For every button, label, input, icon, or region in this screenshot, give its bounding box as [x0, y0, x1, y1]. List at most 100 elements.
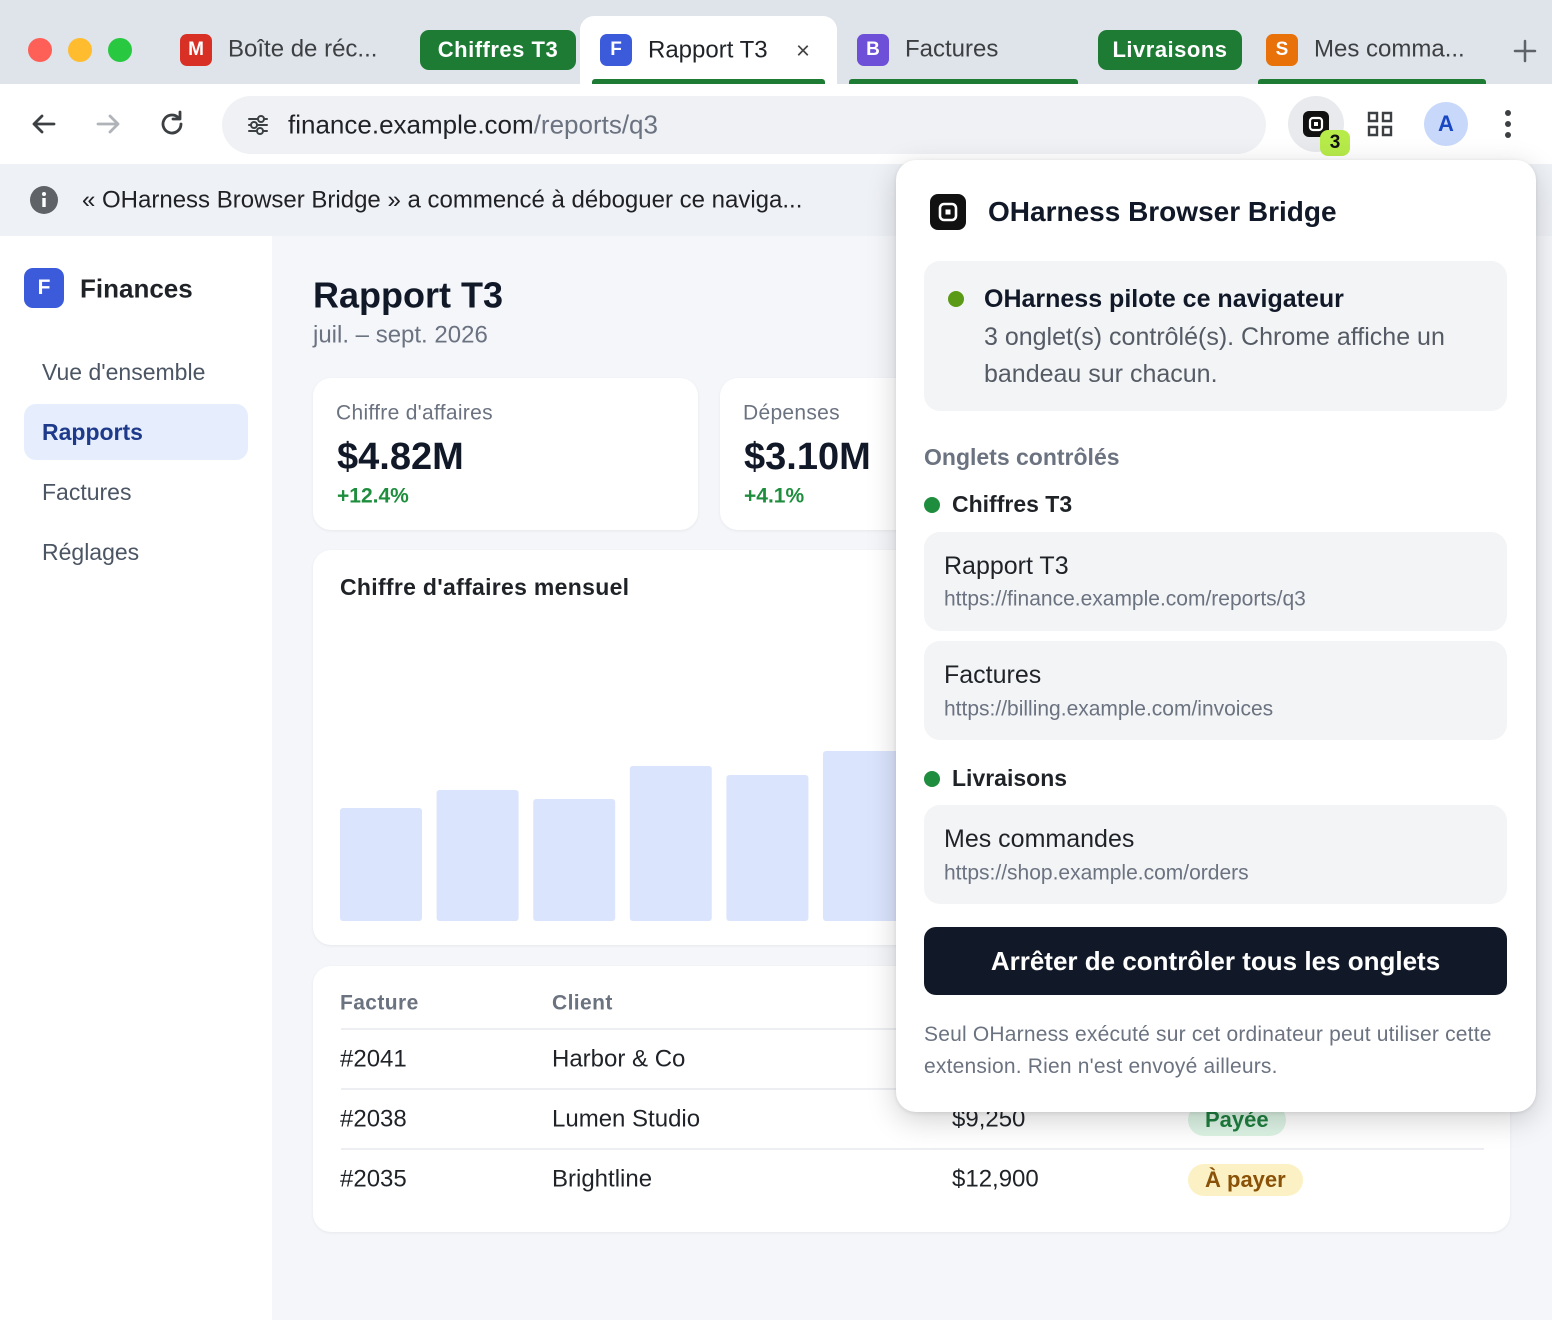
tab-favicon: M	[180, 34, 212, 66]
nav-item[interactable]: Factures	[42, 478, 132, 505]
bar	[533, 799, 616, 921]
kpi-change: +12.4%	[337, 484, 409, 508]
bar	[726, 775, 809, 921]
amount: $12,900	[952, 1165, 1039, 1193]
popup-title: OHarness Browser Bridge	[988, 196, 1337, 228]
tab-favicon: B	[857, 34, 889, 66]
column-header: Client	[552, 991, 613, 1015]
chart-title: Chiffre d'affaires mensuel	[340, 574, 630, 601]
bar-chart	[340, 751, 905, 921]
tab-title: Mes commandes	[944, 825, 1135, 853]
tab-title: Factures	[905, 35, 999, 63]
extensions-menu[interactable]	[1366, 110, 1394, 138]
maximize-window[interactable]	[108, 38, 132, 62]
status-dot	[948, 291, 964, 307]
sidebar: F Finances Vue d'ensemble Rapports Factu…	[0, 236, 272, 1320]
invoice-id: #2038	[340, 1105, 407, 1133]
tab-url: https://shop.example.com/orders	[944, 861, 1249, 885]
tab[interactable]: S Mes comma...	[1254, 22, 1490, 78]
popup-icon	[930, 194, 966, 230]
close-window[interactable]	[28, 38, 52, 62]
controlled-tab[interactable]: Factures https://billing.example.com/inv…	[924, 641, 1507, 740]
window-controls	[28, 38, 132, 62]
kpi-card: Chiffre d'affaires $4.82M +12.4%	[313, 378, 698, 530]
tab-group-underline	[849, 79, 1078, 84]
nav-item[interactable]: Réglages	[42, 538, 140, 565]
tab-strip: M Boîte de réc... Chiffres T3 F Rapport …	[0, 0, 1552, 84]
tab-group-underline	[592, 79, 825, 84]
tab-group-underline	[1258, 79, 1486, 84]
tab-favicon: S	[1266, 34, 1298, 66]
infobar-text: « OHarness Browser Bridge » a commencé à…	[82, 186, 803, 214]
tab[interactable]: M Boîte de réc...	[165, 22, 405, 78]
kpi-change: +4.1%	[744, 484, 805, 508]
tab-group-chip[interactable]: Chiffres T3	[420, 30, 576, 70]
controlled-tab[interactable]: Rapport T3 https://finance.example.com/r…	[924, 532, 1507, 631]
bar	[823, 751, 905, 921]
app-logo: F	[24, 268, 64, 308]
tab-title: Rapport T3	[648, 36, 768, 64]
group-name: Chiffres T3	[952, 491, 1073, 518]
bar	[629, 766, 712, 921]
address-bar[interactable]: finance.example.com/reports/q3	[222, 96, 1266, 154]
site-settings-icon[interactable]	[246, 113, 270, 137]
kpi-value: $3.10M	[744, 436, 871, 479]
tab-group-chip[interactable]: Livraisons	[1098, 30, 1242, 70]
bar	[340, 808, 422, 921]
group-name: Livraisons	[952, 765, 1068, 792]
controlled-tab[interactable]: Mes commandes https://shop.example.com/o…	[924, 805, 1507, 904]
client: Harbor & Co	[552, 1045, 686, 1073]
tab-url: https://billing.example.com/invoices	[944, 697, 1274, 721]
extension-popup: OHarness Browser Bridge OHarness pilote …	[896, 160, 1536, 1112]
back-button[interactable]	[28, 108, 60, 140]
extension-button[interactable]: 3	[1288, 96, 1350, 156]
kpi-label: Chiffre d'affaires	[336, 401, 493, 425]
page-title: Rapport T3	[313, 274, 504, 316]
app-title: Finances	[80, 273, 193, 304]
column-header: Facture	[340, 991, 419, 1015]
url: finance.example.com/reports/q3	[288, 109, 658, 140]
reload-button[interactable]	[156, 108, 188, 140]
status-title: OHarness pilote ce navigateur	[984, 285, 1344, 313]
tab-close[interactable]: ×	[796, 37, 811, 65]
nav-item[interactable]: Vue d'ensemble	[42, 358, 206, 385]
minimize-window[interactable]	[68, 38, 92, 62]
forward-button[interactable]	[92, 108, 124, 140]
url-host: finance.example.com	[288, 109, 534, 140]
nav-item[interactable]: Rapports	[24, 404, 248, 460]
tab-url: https://finance.example.com/reports/q3	[944, 587, 1306, 611]
group-dot	[924, 497, 940, 513]
section-title: Onglets contrôlés	[924, 444, 1120, 471]
tab-title: Rapport T3	[944, 552, 1069, 580]
page-subtitle: juil. – sept. 2026	[313, 322, 488, 351]
client: Lumen Studio	[552, 1105, 701, 1133]
kpi-label: Dépenses	[743, 401, 840, 425]
tab-title: Mes comma...	[1314, 35, 1465, 63]
bar	[436, 790, 519, 921]
period: juil. – sept. 2026	[313, 321, 488, 349]
url-path: /reports/q3	[533, 109, 658, 140]
active-tab[interactable]: F Rapport T3 ×	[580, 16, 837, 84]
extension-badge: 3	[1320, 130, 1350, 156]
info-icon	[30, 186, 58, 214]
client: Brightline	[552, 1165, 653, 1193]
toolbar: finance.example.com/reports/q3 3 A	[0, 84, 1552, 164]
status-box: OHarness pilote ce navigateur 3 onglet(s…	[924, 261, 1507, 411]
browser-menu[interactable]	[1498, 108, 1518, 140]
row-divider	[341, 1148, 1484, 1150]
profile-avatar[interactable]: A	[1424, 102, 1468, 146]
invoice-id: #2035	[340, 1165, 407, 1193]
kpi-value: $4.82M	[337, 436, 464, 479]
group-dot	[924, 771, 940, 787]
invoice-id: #2041	[340, 1045, 407, 1073]
tab[interactable]: B Factures	[845, 22, 1085, 78]
stop-control-button[interactable]: Arrêter de contrôler tous les onglets	[924, 927, 1507, 995]
tab-title: Boîte de réc...	[228, 35, 378, 63]
new-tab-button[interactable]	[1510, 36, 1540, 66]
tab-title: Factures	[944, 661, 1042, 689]
popup-footer: Seul OHarness exécuté sur cet ordinateur…	[924, 1023, 1492, 1078]
tab-favicon: F	[600, 34, 632, 66]
status-description: 3 onglet(s) contrôlé(s). Chrome affiche …	[984, 323, 1445, 388]
